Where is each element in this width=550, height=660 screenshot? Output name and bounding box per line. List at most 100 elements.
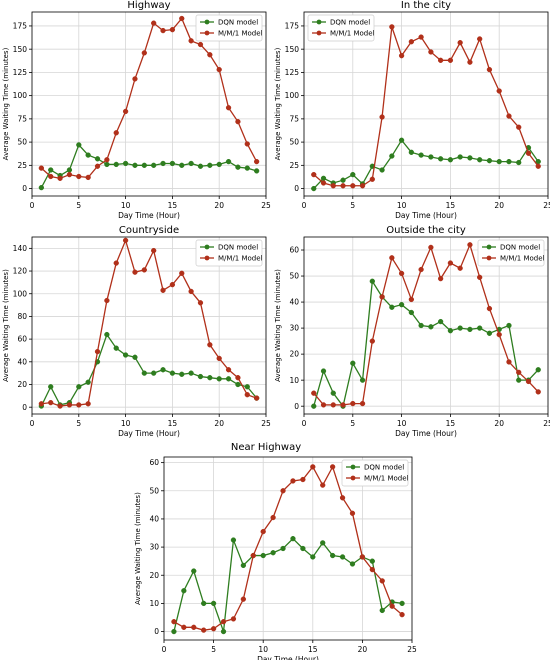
y-tick-label: 50 <box>17 138 27 147</box>
x-tick-label: 10 <box>397 419 407 428</box>
data-point-mm1 <box>516 369 522 376</box>
x-tick-label: 5 <box>350 201 355 210</box>
data-point-mm1 <box>132 76 138 82</box>
data-point-dqn <box>428 324 434 330</box>
data-point-mm1 <box>191 624 197 630</box>
chart-2: 0 5 10 15 20 25 0 25 50 75 100 125 150 175 In the city… <box>274 0 550 220</box>
data-point-mm1 <box>201 627 207 633</box>
data-point-mm1 <box>437 57 444 63</box>
data-point-dqn <box>379 167 385 173</box>
data-point-mm1 <box>169 27 176 33</box>
data-point-mm1 <box>171 619 177 625</box>
data-point-mm1 <box>418 266 424 273</box>
data-point-mm1 <box>340 402 346 408</box>
plot-frame <box>303 236 549 415</box>
data-point-dqn <box>340 177 346 183</box>
legend-marker <box>316 19 322 25</box>
data-point-dqn <box>216 161 222 168</box>
x-tick-label: 25 <box>543 201 550 210</box>
data-point-dqn <box>216 376 222 382</box>
data-point-mm1 <box>408 296 415 303</box>
data-point-mm1 <box>467 242 473 248</box>
data-point-mm1 <box>320 180 327 186</box>
data-point-dqn <box>207 375 213 381</box>
data-point-mm1 <box>253 158 260 165</box>
data-point-mm1 <box>398 270 405 277</box>
data-point-mm1 <box>197 300 204 306</box>
data-point-mm1 <box>525 150 532 156</box>
data-point-dqn <box>66 167 73 173</box>
data-point-dqn <box>477 157 483 163</box>
data-point-mm1 <box>428 49 434 55</box>
y-tick-label: 0 <box>22 184 27 193</box>
x-tick-label: 10 <box>121 419 131 428</box>
data-point-mm1 <box>230 616 237 622</box>
x-tick-label: 20 <box>214 201 224 210</box>
data-point-mm1 <box>399 612 405 618</box>
data-point-dqn <box>197 163 204 169</box>
data-point-mm1 <box>311 171 317 178</box>
data-point-mm1 <box>350 183 356 189</box>
data-point-dqn <box>76 384 82 390</box>
series-line-mm1 <box>173 465 403 631</box>
data-point-dqn <box>437 318 444 325</box>
data-point-mm1 <box>113 130 119 136</box>
legend: DQN model M/M/1 Model <box>195 239 263 267</box>
y-tick-label: 60 <box>17 335 27 344</box>
y-tick-label: 125 <box>285 68 300 77</box>
data-point-mm1 <box>525 378 532 385</box>
data-point-mm1 <box>535 389 541 395</box>
data-point-mm1 <box>320 482 326 488</box>
data-point-dqn <box>76 142 82 148</box>
data-point-dqn <box>94 156 101 162</box>
series-line-dqn <box>313 279 539 408</box>
y-tick-label: 40 <box>289 298 299 307</box>
legend: DQN model M/M/1 Model <box>477 239 545 267</box>
data-point-mm1 <box>66 171 73 178</box>
data-point-mm1 <box>428 244 434 251</box>
data-point-dqn <box>447 328 454 334</box>
data-point-dqn <box>350 360 356 366</box>
data-point-mm1 <box>94 348 101 355</box>
data-point-mm1 <box>113 260 119 266</box>
data-point-dqn <box>235 381 241 388</box>
y-axis-label: Average Waiting Time (minutes) <box>2 269 10 382</box>
data-point-mm1 <box>290 478 296 484</box>
chart-title-near-highway: Near Highway <box>231 442 301 453</box>
x-axis-label: Day Time (Hour) <box>118 211 180 220</box>
y-tick-label: 10 <box>149 599 159 608</box>
chart-title: Outside the city <box>386 225 466 236</box>
data-point-dqn <box>160 367 166 373</box>
data-point-mm1 <box>122 108 129 115</box>
data-point-dqn <box>260 552 266 559</box>
data-point-dqn <box>516 159 522 166</box>
data-point-mm1 <box>207 52 213 58</box>
y-tick-label: 175 <box>285 22 300 31</box>
y-tick-label: 75 <box>17 114 27 123</box>
data-point-mm1 <box>379 294 385 300</box>
data-point-mm1 <box>235 375 241 381</box>
data-point-dqn <box>399 600 405 607</box>
data-point-mm1 <box>379 114 385 120</box>
series-line-dqn <box>173 537 403 632</box>
data-point-mm1 <box>486 66 493 73</box>
y-tick-label: 80 <box>17 312 27 321</box>
data-point-dqn <box>225 158 232 165</box>
x-tick-label: 0 <box>302 419 307 428</box>
data-point-mm1 <box>250 552 256 559</box>
data-point-dqn <box>408 309 415 316</box>
data-point-mm1 <box>340 183 346 189</box>
data-point-mm1 <box>151 247 157 254</box>
data-point-dqn <box>179 371 185 377</box>
x-tick-label: 10 <box>397 201 407 210</box>
x-tick-label: 20 <box>214 419 224 428</box>
plot-frame <box>163 456 413 641</box>
y-tick-label: 140 <box>13 244 28 253</box>
data-point-mm1 <box>85 401 91 407</box>
plot-frame <box>303 11 549 197</box>
legend-marker <box>316 30 322 36</box>
data-point-dqn <box>225 376 232 382</box>
legend-marker <box>350 464 356 470</box>
legend-marker <box>204 19 210 25</box>
data-point-mm1 <box>188 38 194 44</box>
